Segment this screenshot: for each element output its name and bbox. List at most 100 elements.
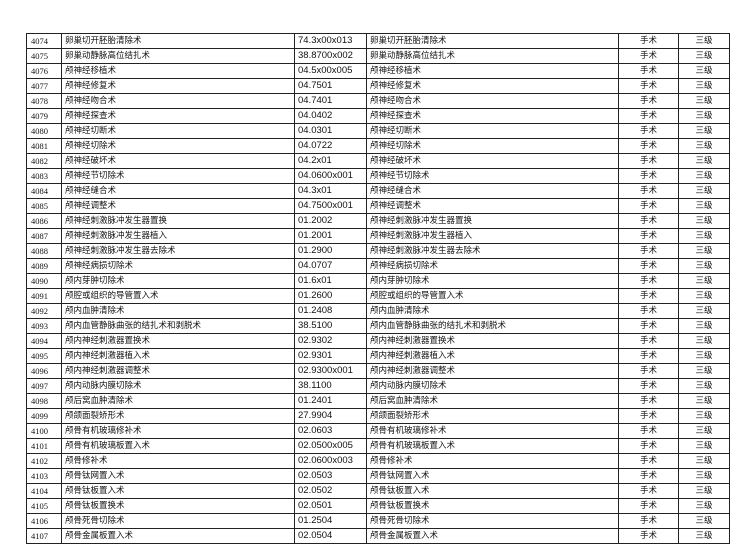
category: 手术 <box>618 483 679 499</box>
grade: 三级 <box>678 273 730 289</box>
procedure-name-repeat: 颅神经节切除术 <box>366 168 619 184</box>
procedure-name: 颅骨死骨切除术 <box>61 513 295 529</box>
row-number: 4081 <box>26 138 62 154</box>
procedure-name: 颅骨有机玻璃板置入术 <box>61 438 295 454</box>
row-number: 4107 <box>26 528 62 544</box>
procedure-name-repeat: 颅腔或组织的导管置入术 <box>366 288 619 304</box>
category: 手术 <box>618 303 679 319</box>
procedure-name-repeat: 颅颌面裂矫形术 <box>366 408 619 424</box>
table-row: 4105 颅骨钛板置换术 02.0501 颅骨钛板置换术 手术 三级 <box>26 498 730 514</box>
grade: 三级 <box>678 438 730 454</box>
category: 手术 <box>618 228 679 244</box>
procedure-name: 颅神经缝合术 <box>61 183 295 199</box>
table-row: 4103 颅骨钛网置入术 02.0503 颅骨钛网置入术 手术 三级 <box>26 468 730 484</box>
table-row: 4100 颅骨有机玻璃修补术 02.0603 颅骨有机玻璃修补术 手术 三级 <box>26 423 730 439</box>
procedure-table: 4074 卵巢切开胚胎清除术 74.3x00x013 卵巢切开胚胎清除术 手术 三级 407… <box>26 33 730 544</box>
procedure-code: 02.0503 <box>294 468 367 484</box>
procedure-code: 74.3x00x013 <box>294 33 367 49</box>
row-number: 4100 <box>26 423 62 439</box>
category: 手术 <box>618 123 679 139</box>
procedure-name-repeat: 颅内芽肿切除术 <box>366 273 619 289</box>
table-row: 4102 颅骨修补术 02.0600x003 颅骨修补术 手术 三级 <box>26 453 730 469</box>
procedure-name: 颅内神经刺激器植入术 <box>61 348 295 364</box>
row-number: 4104 <box>26 483 62 499</box>
procedure-name: 颅腔或组织的导管置入术 <box>61 288 295 304</box>
row-number: 4087 <box>26 228 62 244</box>
category: 手术 <box>618 273 679 289</box>
grade: 三级 <box>678 243 730 259</box>
procedure-name: 卵巢动静脉高位结扎术 <box>61 48 295 64</box>
row-number: 4088 <box>26 243 62 259</box>
table-row: 4092 颅内血肿清除术 01.2408 颅内血肿清除术 手术 三级 <box>26 303 730 319</box>
category: 手术 <box>618 498 679 514</box>
procedure-name: 颅神经移植术 <box>61 63 295 79</box>
procedure-code: 02.9300x001 <box>294 363 367 379</box>
row-number: 4098 <box>26 393 62 409</box>
grade: 三级 <box>678 63 730 79</box>
procedure-name-repeat: 颅神经切除术 <box>366 138 619 154</box>
procedure-code: 04.7401 <box>294 93 367 109</box>
procedure-code: 04.2x01 <box>294 153 367 169</box>
procedure-name-repeat: 颅内神经刺激器植入术 <box>366 348 619 364</box>
table-row: 4085 颅神经调整术 04.7500x001 颅神经调整术 手术 三级 <box>26 198 730 214</box>
grade: 三级 <box>678 288 730 304</box>
procedure-name-repeat: 颅神经移植术 <box>366 63 619 79</box>
category: 手术 <box>618 333 679 349</box>
table-row: 4078 颅神经吻合术 04.7401 颅神经吻合术 手术 三级 <box>26 93 730 109</box>
table-row: 4091 颅腔或组织的导管置入术 01.2600 颅腔或组织的导管置入术 手术 三级 <box>26 288 730 304</box>
procedure-code: 02.0504 <box>294 528 367 544</box>
procedure-code: 01.2504 <box>294 513 367 529</box>
category: 手术 <box>618 468 679 484</box>
procedure-code: 01.2001 <box>294 228 367 244</box>
grade: 三级 <box>678 108 730 124</box>
procedure-code: 04.0402 <box>294 108 367 124</box>
procedure-name: 颅神经修复术 <box>61 78 295 94</box>
category: 手术 <box>618 348 679 364</box>
row-number: 4102 <box>26 453 62 469</box>
table-row: 4099 颅颌面裂矫形术 27.9904 颅颌面裂矫形术 手术 三级 <box>26 408 730 424</box>
row-number: 4079 <box>26 108 62 124</box>
category: 手术 <box>618 108 679 124</box>
grade: 三级 <box>678 378 730 394</box>
procedure-name: 颅神经调整术 <box>61 198 295 214</box>
table-row: 4098 颅后窝血肿清除术 01.2401 颅后窝血肿清除术 手术 三级 <box>26 393 730 409</box>
procedure-name-repeat: 颅神经探查术 <box>366 108 619 124</box>
category: 手术 <box>618 48 679 64</box>
procedure-code: 01.6x01 <box>294 273 367 289</box>
procedure-name-repeat: 颅后窝血肿清除术 <box>366 393 619 409</box>
row-number: 4090 <box>26 273 62 289</box>
row-number: 4083 <box>26 168 62 184</box>
procedure-name-repeat: 颅内血管静脉曲张的结扎术和剥脱术 <box>366 318 619 334</box>
table-row: 4074 卵巢切开胚胎清除术 74.3x00x013 卵巢切开胚胎清除术 手术 三级 <box>26 33 730 49</box>
category: 手术 <box>618 288 679 304</box>
procedure-name: 卵巢切开胚胎清除术 <box>61 33 295 49</box>
grade: 三级 <box>678 498 730 514</box>
procedure-name: 颅后窝血肿清除术 <box>61 393 295 409</box>
procedure-name: 颅骨钛网置入术 <box>61 468 295 484</box>
grade: 三级 <box>678 453 730 469</box>
procedure-name: 颅神经吻合术 <box>61 93 295 109</box>
category: 手术 <box>618 93 679 109</box>
procedure-name-repeat: 颅骨死骨切除术 <box>366 513 619 529</box>
table-row: 4076 颅神经移植术 04.5x00x005 颅神经移植术 手术 三级 <box>26 63 730 79</box>
procedure-name: 颅神经节切除术 <box>61 168 295 184</box>
category: 手术 <box>618 138 679 154</box>
procedure-name-repeat: 颅神经刺激脉冲发生器去除术 <box>366 243 619 259</box>
table-row: 4084 颅神经缝合术 04.3x01 颅神经缝合术 手术 三级 <box>26 183 730 199</box>
procedure-name-repeat: 颅骨有机玻璃修补术 <box>366 423 619 439</box>
procedure-name: 颅神经切除术 <box>61 138 295 154</box>
procedure-code: 04.0707 <box>294 258 367 274</box>
row-number: 4078 <box>26 93 62 109</box>
table-row: 4095 颅内神经刺激器植入术 02.9301 颅内神经刺激器植入术 手术 三级 <box>26 348 730 364</box>
table-row: 4094 颅内神经刺激器置换术 02.9302 颅内神经刺激器置换术 手术 三级 <box>26 333 730 349</box>
row-number: 4105 <box>26 498 62 514</box>
category: 手术 <box>618 213 679 229</box>
table-row: 4106 颅骨死骨切除术 01.2504 颅骨死骨切除术 手术 三级 <box>26 513 730 529</box>
table-row: 4093 颅内血管静脉曲张的结扎术和剥脱术 38.5100 颅内血管静脉曲张的结扎术和… <box>26 318 730 334</box>
procedure-name: 颅颌面裂矫形术 <box>61 408 295 424</box>
grade: 三级 <box>678 183 730 199</box>
procedure-name-repeat: 卵巢切开胚胎清除术 <box>366 33 619 49</box>
category: 手术 <box>618 363 679 379</box>
procedure-code: 01.2401 <box>294 393 367 409</box>
category: 手术 <box>618 393 679 409</box>
